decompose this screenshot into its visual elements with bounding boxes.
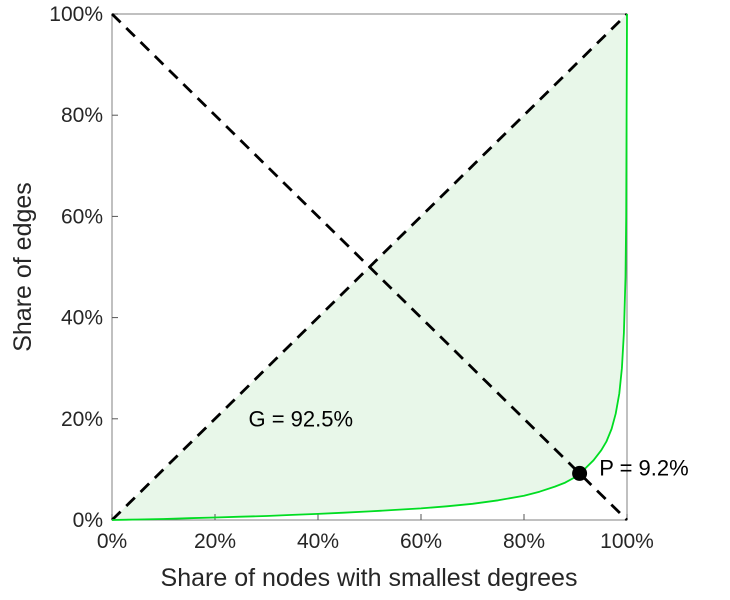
y-tick-label: 60% bbox=[61, 205, 103, 228]
p-annotation: P = 9.2% bbox=[599, 456, 689, 481]
plot-area: 0% 20% 40% 60% 80% 100% 0% 20% 40% 60% 80% 100% G = … bbox=[49, 3, 688, 553]
y-tick-label: 80% bbox=[61, 104, 103, 127]
y-tick-label: 40% bbox=[61, 307, 103, 330]
x-tick-label: 40% bbox=[297, 530, 339, 553]
y-tick-label: 20% bbox=[61, 408, 103, 431]
y-tick-label: 0% bbox=[73, 509, 103, 532]
x-axis-label: Share of nodes with smallest degrees bbox=[161, 564, 578, 592]
intersection-point bbox=[572, 465, 588, 481]
y-tick-label: 100% bbox=[49, 3, 103, 26]
y-axis-label: Share of edges bbox=[9, 182, 37, 352]
x-tick-label: 0% bbox=[97, 530, 127, 553]
x-tick-label: 100% bbox=[600, 530, 654, 553]
x-tick-label: 60% bbox=[400, 530, 442, 553]
anti-diagonal-line bbox=[111, 13, 628, 521]
plot-box bbox=[111, 13, 628, 521]
lorenz-curve-line bbox=[111, 13, 628, 521]
x-tick-label: 80% bbox=[503, 530, 545, 553]
x-tick-label: 20% bbox=[194, 530, 236, 553]
gini-annotation: G = 92.5% bbox=[249, 406, 354, 431]
